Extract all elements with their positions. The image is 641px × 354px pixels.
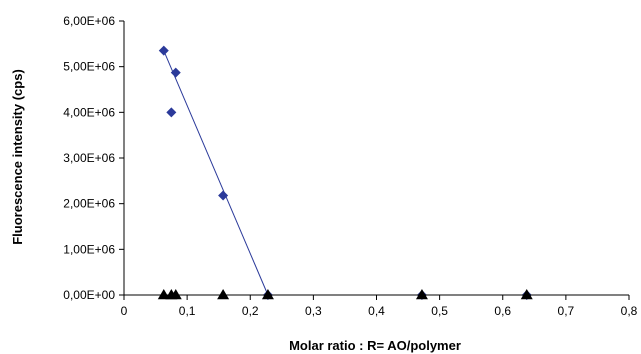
diamond-marker: [218, 190, 229, 201]
x-tick-label: 0,6: [494, 304, 511, 318]
trend-line: [163, 50, 269, 296]
triangle-marker: [261, 289, 274, 300]
data-markers: [157, 45, 533, 300]
x-tick-label: 0,3: [305, 304, 322, 318]
x-tick-label: 0,1: [179, 304, 196, 318]
y-tick-label: 2,00E+06: [63, 197, 115, 211]
x-tick-label: 0,4: [368, 304, 385, 318]
triangle-marker: [415, 289, 428, 300]
y-tick-label: 5,00E+06: [63, 60, 115, 74]
y-tick-label: 4,00E+06: [63, 105, 115, 119]
diamond-marker: [170, 67, 181, 78]
x-tick-label: 0: [121, 304, 128, 318]
trend-lines: [163, 50, 527, 296]
triangle-marker: [157, 289, 170, 300]
y-tick-label: 0,00E+00: [63, 288, 115, 302]
x-axis-title: Molar ratio : R= AO/polymer: [289, 338, 461, 353]
triangle-marker: [217, 289, 230, 300]
axes: [119, 20, 630, 300]
triangle-marker: [169, 289, 182, 300]
x-tick-label: 0,5: [431, 304, 448, 318]
x-tick-label: 0,7: [558, 304, 575, 318]
y-tick-label: 1,00E+06: [63, 242, 115, 256]
y-tick-label: 6,00E+06: [63, 14, 115, 28]
diamond-marker: [158, 45, 169, 56]
y-tick-label: 3,00E+06: [63, 151, 115, 165]
diamond-marker: [166, 107, 177, 118]
x-tick-label: 0,8: [621, 304, 638, 318]
tick-labels: 0 0,1 0,2 0,3 0,4 0,5 0,6 0,7 0,8 0,00E+00 1,00E+0…: [63, 14, 637, 318]
y-axis-title: Fluorescence intensity (cps): [10, 69, 25, 245]
triangle-marker: [520, 289, 533, 300]
x-tick-label: 0,2: [242, 304, 259, 318]
